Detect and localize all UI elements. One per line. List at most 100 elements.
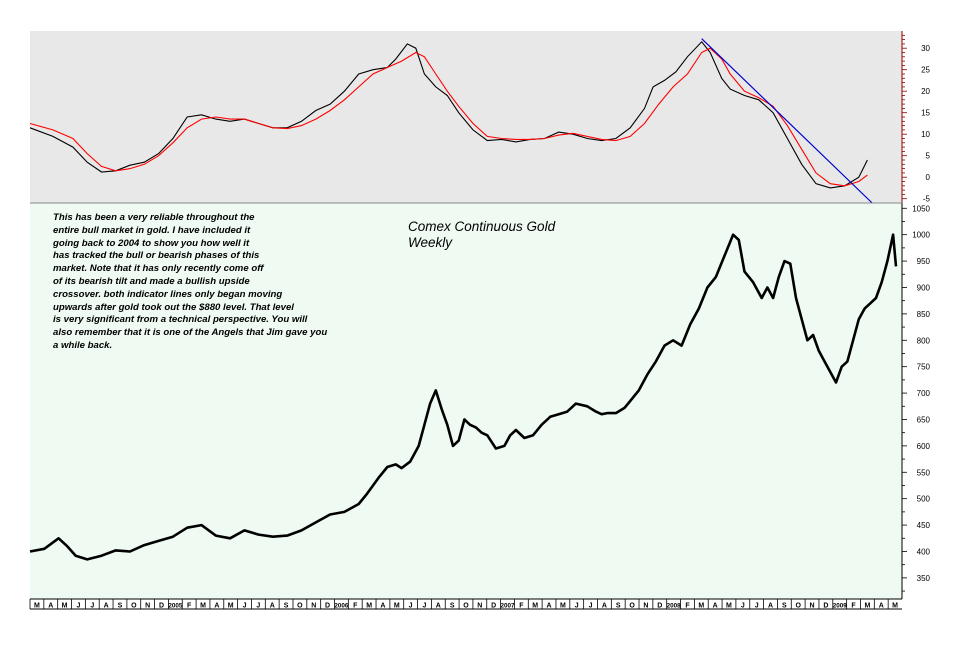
annotation-line: entire bull market in gold. I have inclu… <box>53 224 251 236</box>
x-month-label: J <box>76 603 80 610</box>
time-x-axis: M A M J J A S O N D 2005 F M A M J J A S O N D 2006 F M A M J J A S O N D… <box>29 598 902 610</box>
price-tick-label: 1000 <box>912 231 930 240</box>
x-year-label: 2009 <box>833 603 848 610</box>
annotation-line: also remember that it is one of the Ange… <box>53 327 328 339</box>
x-month-label: O <box>297 603 303 610</box>
x-month-label: D <box>159 603 164 610</box>
gold-price-line <box>29 233 898 561</box>
x-month-label: N <box>810 603 815 610</box>
x-month-label: O <box>131 603 137 610</box>
x-month-label: N <box>311 603 316 610</box>
x-month-label: O <box>463 603 469 610</box>
x-month-label: F <box>851 603 856 610</box>
x-month-label: J <box>256 603 260 610</box>
x-month-label: A <box>602 603 607 610</box>
x-month-label: M <box>34 603 40 610</box>
x-month-label: M <box>532 603 538 610</box>
indicator-tick-label: 5 <box>926 152 931 161</box>
x-month-label: O <box>629 603 635 610</box>
price-tick-label: 600 <box>917 442 931 451</box>
x-month-label: M <box>560 603 566 610</box>
x-month-label: A <box>713 603 718 610</box>
x-month-label: A <box>380 603 385 610</box>
annotation-line: crossover. both indicator lines only beg… <box>53 288 283 300</box>
price-tick-label: 750 <box>917 363 931 372</box>
x-month-label: D <box>823 603 828 610</box>
x-month-label: F <box>519 603 524 610</box>
chart-title: Comex Continuous Gold Weekly <box>408 219 555 251</box>
x-month-label: F <box>353 603 358 610</box>
annotation-line: of its bearish tilt and made a bullish u… <box>53 275 250 287</box>
indicator-panel-background <box>30 31 902 203</box>
x-month-label: M <box>62 603 68 610</box>
price-series-group <box>29 233 898 561</box>
x-month-label: M <box>200 603 206 610</box>
x-month-label: M <box>394 603 400 610</box>
x-year-label: 2008 <box>667 603 682 610</box>
trendline-blue <box>701 38 880 210</box>
x-month-label: A <box>436 603 441 610</box>
indicator-line-red <box>29 47 868 187</box>
x-year-label: 2005 <box>168 603 183 610</box>
x-month-label: A <box>270 603 275 610</box>
x-month-label: J <box>243 603 247 610</box>
price-panel-background <box>30 203 902 599</box>
x-month-label: S <box>450 603 455 610</box>
x-month-label: N <box>145 603 150 610</box>
price-tick-label: 450 <box>917 521 931 530</box>
price-y-axis: 1050 1000 950 900 850 800 750 700 650 600 550 500 45… <box>901 203 931 599</box>
x-year-label: 2007 <box>501 603 516 610</box>
annotation-line: going back to 2004 to show you how well … <box>53 237 250 249</box>
x-month-label: N <box>643 603 648 610</box>
price-tick-label: 550 <box>917 468 931 477</box>
indicator-line-black <box>29 40 868 189</box>
x-month-label: S <box>284 603 289 610</box>
x-month-label: A <box>214 603 219 610</box>
chart-title-line: Comex Continuous Gold <box>408 219 556 234</box>
x-month-label: J <box>575 603 579 610</box>
x-month-label: J <box>409 603 413 610</box>
price-panel: 1050 1000 950 900 850 800 750 700 650 600 550 500 45… <box>29 203 931 599</box>
x-month-label: M <box>366 603 372 610</box>
price-tick-label: 700 <box>917 389 931 398</box>
x-month-label: D <box>491 603 496 610</box>
x-month-label: M <box>698 603 704 610</box>
price-tick-label: 400 <box>917 547 931 556</box>
x-month-label: S <box>616 603 621 610</box>
annotation-line: market. Note that it has only recently c… <box>53 263 264 275</box>
x-month-label: S <box>782 603 787 610</box>
indicator-tick-label: -5 <box>923 195 931 204</box>
indicator-y-axis: 30 25 20 15 10 5 0 -5 <box>901 31 931 204</box>
annotation-line: is very significant from a technical per… <box>53 314 308 326</box>
price-tick-label: 1050 <box>912 204 930 213</box>
indicator-tick-label: 0 <box>926 173 931 182</box>
annotation-text: This has been a very reliable throughout… <box>53 212 383 353</box>
indicator-tick-label: 20 <box>921 87 930 96</box>
x-month-label: S <box>118 603 123 610</box>
annotation-line: upwards after gold took out the $880 lev… <box>53 301 294 313</box>
x-month-label: F <box>187 603 192 610</box>
price-tick-label: 350 <box>917 574 931 583</box>
x-month-label: J <box>423 603 427 610</box>
x-month-label: M <box>228 603 234 610</box>
chart-subtitle-line: Weekly <box>408 235 453 250</box>
indicator-tick-label: 15 <box>921 109 930 118</box>
price-tick-label: 500 <box>917 495 931 504</box>
price-tick-label: 850 <box>917 310 931 319</box>
indicator-tick-label: 25 <box>921 66 930 75</box>
price-tick-label: 650 <box>917 415 931 424</box>
annotation-line: a while back. <box>53 339 113 351</box>
x-month-label: M <box>864 603 870 610</box>
indicator-tick-label: 30 <box>921 44 930 53</box>
x-month-label: J <box>755 603 759 610</box>
x-month-label: D <box>657 603 662 610</box>
price-tick-label: 900 <box>917 283 931 292</box>
x-month-label: D <box>325 603 330 610</box>
x-year-label: 2006 <box>334 603 349 610</box>
indicator-tick-label: 10 <box>921 130 930 139</box>
annotation-line: This has been a very reliable throughout… <box>53 212 255 223</box>
x-month-label: A <box>547 603 552 610</box>
price-tick-label: 950 <box>917 257 931 266</box>
x-month-label: A <box>48 603 53 610</box>
annotation-line: has tracked the bull or bearish phases o… <box>53 250 260 262</box>
